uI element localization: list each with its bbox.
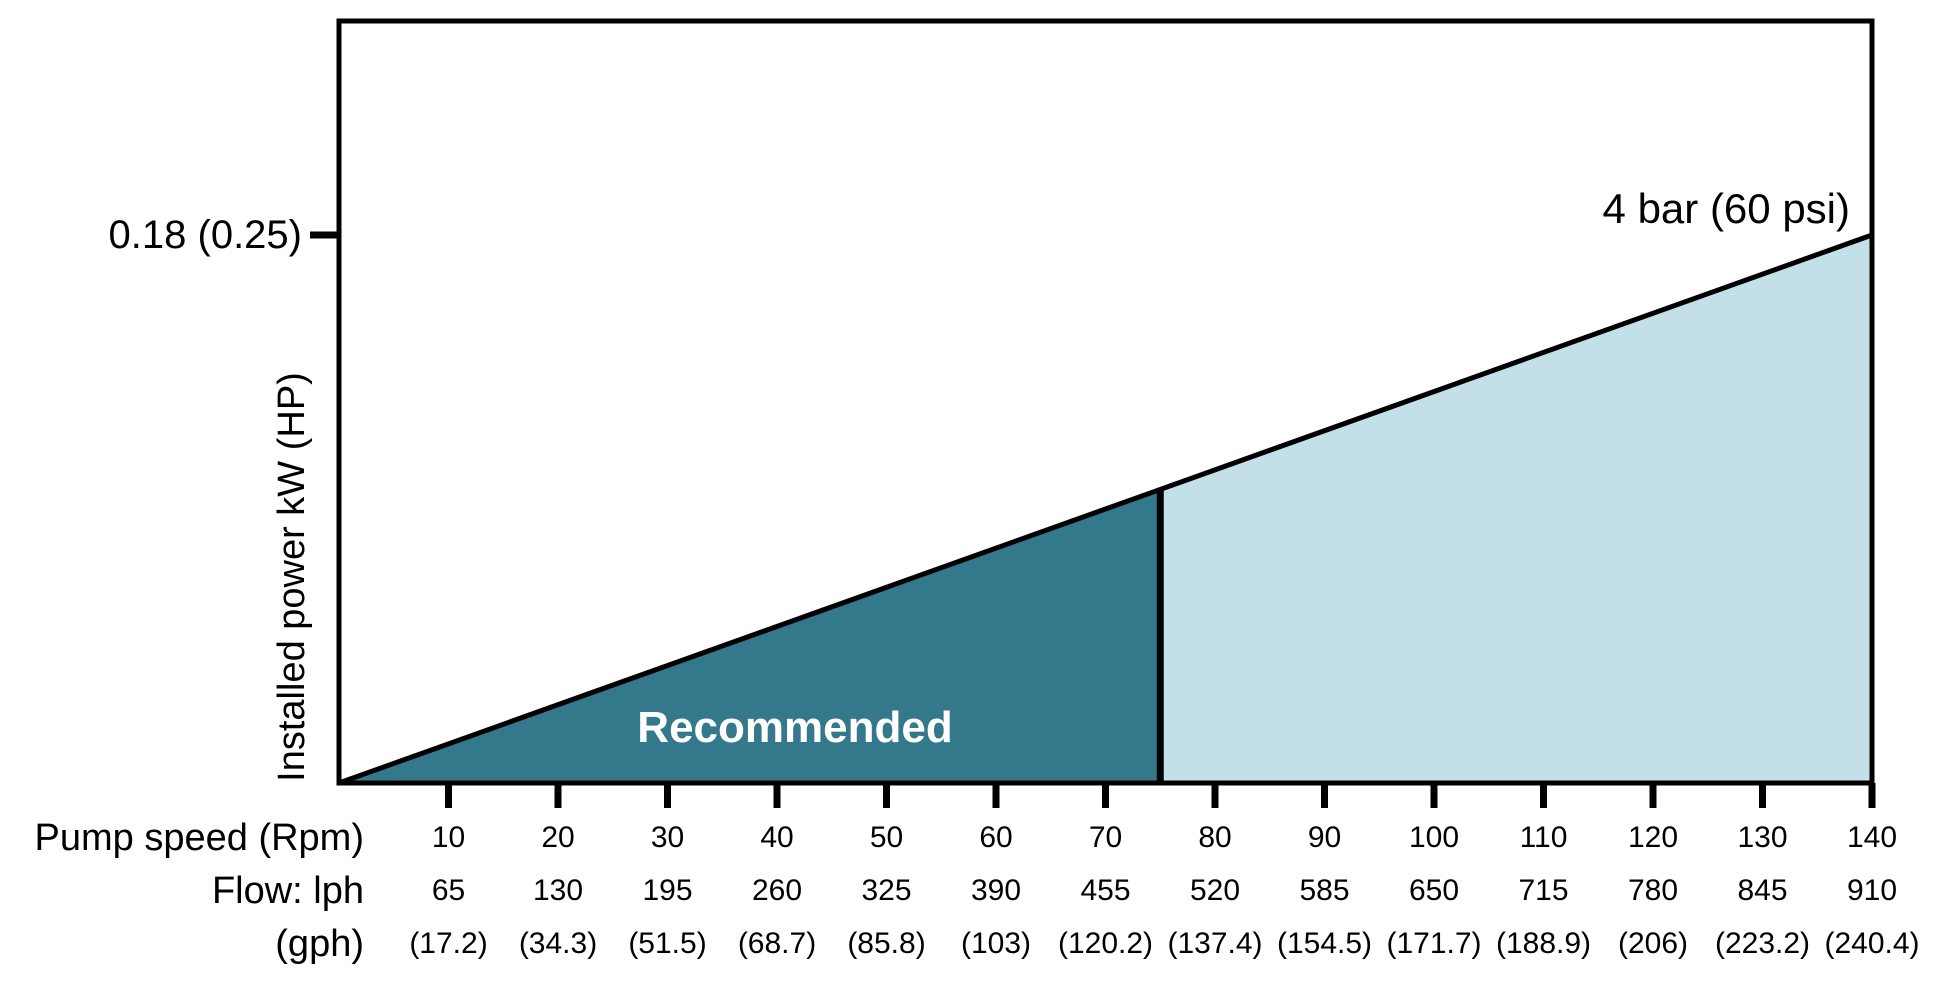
- x-tick-label-rpm: 70: [1088, 821, 1123, 854]
- x-tick-label-rpm: 10: [431, 821, 466, 854]
- pressure-line: [338, 232, 1873, 786]
- x-tick-label-rpm: 90: [1307, 821, 1342, 854]
- x-tick-label-lph: 390: [970, 874, 1022, 907]
- x-tick-label-gph: (103): [960, 927, 1032, 960]
- x-row-label-pump-speed: Pump speed (Rpm): [34, 817, 364, 859]
- x-tick-label-gph: (223.2): [1714, 927, 1811, 960]
- pressure-line-label: 4 bar (60 psi): [1602, 185, 1850, 232]
- x-tick-label-gph: (34.3): [518, 927, 598, 960]
- x-tick-label-rpm: 30: [650, 821, 685, 854]
- recommended-region-label: Recommended: [637, 703, 953, 752]
- above-recommended-region: [1160, 235, 1872, 783]
- x-tick-label-gph: (188.9): [1495, 927, 1592, 960]
- x-tick-label-gph: (51.5): [628, 927, 707, 960]
- x-tick-label-rpm: 60: [979, 821, 1013, 854]
- x-tick-label-lph: 130: [532, 874, 584, 907]
- x-tick-label-rpm: 80: [1198, 821, 1232, 854]
- x-tick-label-gph: (68.7): [737, 927, 817, 960]
- x-tick-label-lph: 715: [1518, 874, 1569, 907]
- x-row-label-flow-lph: Flow: lph: [211, 870, 364, 912]
- x-tick-label-lph: 520: [1189, 874, 1241, 907]
- x-tick-label-gph: (171.7): [1386, 927, 1482, 960]
- x-tick-label-rpm: 140: [1846, 821, 1898, 854]
- x-tick-label-gph: (240.4): [1824, 927, 1920, 960]
- x-tick-label-lph: 780: [1627, 874, 1679, 907]
- y-axis-title: Installed power kW (HP): [271, 372, 313, 782]
- x-tick-label-gph: (17.2): [409, 927, 488, 960]
- x-tick-label-lph: 455: [1080, 874, 1131, 907]
- x-tick-label-rpm: 130: [1737, 821, 1788, 854]
- x-tick-label-rpm: 50: [869, 821, 904, 854]
- x-tick-label-rpm: 40: [760, 821, 794, 854]
- x-tick-label-rpm: 20: [541, 821, 575, 854]
- x-tick-label-gph: (137.4): [1167, 927, 1263, 960]
- x-tick-label-lph: 325: [861, 874, 912, 907]
- x-tick-label-lph: 65: [431, 874, 466, 907]
- x-tick-label-lph: 260: [751, 874, 803, 907]
- x-tick-label-gph: (85.8): [847, 927, 926, 960]
- x-tick-label-lph: 845: [1737, 874, 1788, 907]
- x-tick-label-gph: (154.5): [1276, 927, 1373, 960]
- x-tick-label-lph: 650: [1408, 874, 1460, 907]
- x-tick-label-rpm: 100: [1408, 821, 1460, 854]
- y-tick-label: 0.18 (0.25): [108, 213, 302, 257]
- x-tick-label-rpm: 120: [1627, 821, 1679, 854]
- x-tick-label-gph: (206): [1617, 927, 1689, 960]
- x-tick-label-lph: 585: [1299, 874, 1350, 907]
- x-tick-label-rpm: 110: [1519, 821, 1568, 854]
- x-tick-label-lph: 910: [1846, 874, 1898, 907]
- x-tick-label-gph: (120.2): [1057, 927, 1154, 960]
- x-tick-label-lph: 195: [642, 874, 693, 907]
- x-row-label-flow-gph: (gph): [275, 923, 364, 965]
